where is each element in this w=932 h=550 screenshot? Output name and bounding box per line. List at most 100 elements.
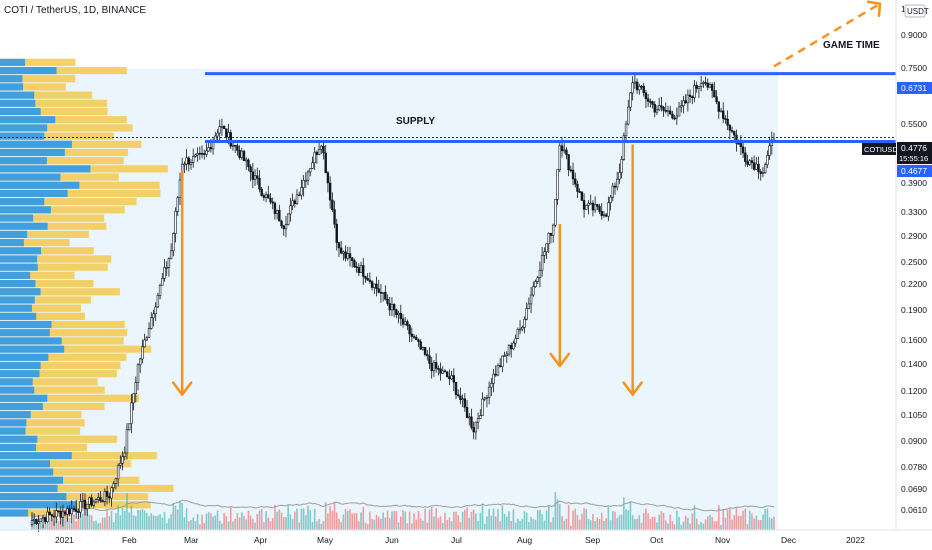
candle-body [523, 318, 526, 328]
volume-bar [234, 518, 236, 530]
candle-body [715, 96, 718, 103]
volume-profile-bar [0, 353, 127, 361]
candle-body [580, 191, 584, 201]
volume-bar [468, 517, 471, 530]
last-price-badge [897, 142, 932, 164]
volume-bar [751, 513, 753, 530]
volume-profile-bar [0, 116, 56, 124]
candle-body [722, 110, 725, 119]
volume-bar [746, 524, 749, 530]
currency-badge-box[interactable] [904, 4, 926, 18]
candle-body [192, 156, 195, 163]
candle-body [589, 202, 592, 205]
candle-body [536, 277, 539, 282]
volume-bar [302, 508, 305, 530]
volume-profile-bar [0, 386, 35, 394]
volume-bar [351, 513, 354, 530]
volume-bar [441, 522, 444, 530]
volume-bar [174, 505, 177, 530]
volume-profile-bar [0, 157, 47, 165]
volume-bar [282, 517, 285, 530]
candle-body [611, 185, 614, 198]
volume-bar [607, 506, 610, 530]
volume-bar [311, 521, 314, 530]
volume-profile-bar [0, 157, 124, 165]
volume-bar [329, 506, 331, 530]
volume-profile-bar [0, 140, 72, 148]
volume-bar [547, 505, 550, 530]
currency-badge[interactable]: USDT [907, 7, 929, 16]
candle-body [30, 520, 34, 525]
volume-profile-bar [0, 361, 41, 370]
volume-bar [331, 510, 334, 530]
candle-body [121, 456, 124, 464]
volume-bar [137, 509, 139, 530]
volume-profile-bar [0, 509, 71, 517]
volume-bar [393, 510, 395, 530]
candle-body [61, 511, 65, 518]
volume-profile-bar [0, 312, 37, 320]
time-label: May [317, 535, 334, 545]
candle-body [448, 376, 451, 380]
candle-body [593, 204, 597, 211]
candle-body [145, 337, 149, 341]
volume-profile-bar [0, 173, 61, 181]
volume-bar [296, 508, 298, 530]
volume-profile-bar [0, 296, 35, 304]
volume-profile-bar [0, 411, 31, 419]
volume-profile-bar [0, 239, 24, 247]
volume-bar [221, 523, 223, 530]
candle-body [655, 109, 659, 113]
candle-body [222, 126, 226, 130]
candle-body [470, 416, 473, 428]
candle-body [534, 281, 537, 287]
volume-bar [265, 511, 267, 530]
candle-body [671, 113, 674, 119]
volume-bar [128, 512, 130, 530]
volume-bar [605, 518, 607, 530]
volume-bar [291, 519, 294, 530]
volume-profile-bar [0, 181, 80, 189]
candle-body [238, 150, 241, 158]
volume-bar [81, 513, 84, 530]
candle-body [108, 496, 111, 499]
volume-bar [212, 516, 214, 530]
candle-body [602, 214, 606, 217]
price-axis[interactable]: 1 USDT 0.9000 0.7500 0.6731 0.5500 COTIU… [862, 4, 932, 515]
volume-bar [539, 509, 541, 530]
candle-body [247, 159, 250, 168]
volume-profile-bar [0, 386, 105, 394]
volume-bar [362, 506, 365, 530]
volume-bar [525, 512, 528, 530]
candle-body [507, 345, 511, 355]
candle-body [733, 131, 736, 136]
volume-bar [519, 520, 521, 530]
candle-body [284, 224, 288, 230]
candle-body [465, 407, 469, 419]
candle-body [161, 278, 164, 286]
volume-bar [503, 514, 506, 530]
candle-body [70, 508, 73, 515]
candle-body [251, 171, 255, 180]
volume-bar [132, 515, 135, 530]
volume-bar [552, 517, 554, 530]
candle-body [487, 386, 491, 398]
candle-body [271, 201, 274, 204]
volume-bar [187, 521, 190, 530]
candle-body [622, 135, 626, 160]
volume-bar [66, 517, 69, 530]
last-price-text: 0.4776 [901, 143, 927, 153]
volume-bar [313, 508, 316, 530]
candle-body [728, 125, 732, 131]
volume-bar [706, 516, 709, 530]
volume-profile-bar [0, 58, 25, 66]
time-axis[interactable]: 2021 Feb Mar Apr May Jun Jul Aug Sep Oct… [55, 535, 865, 545]
volume-bar [181, 503, 183, 530]
volume-profile-bar [0, 394, 48, 402]
volume-profile-bar [0, 452, 157, 460]
upper-level-badge [897, 82, 932, 94]
volume-bar [146, 512, 148, 530]
volume-bar [64, 514, 66, 530]
volume-bar [609, 520, 612, 530]
